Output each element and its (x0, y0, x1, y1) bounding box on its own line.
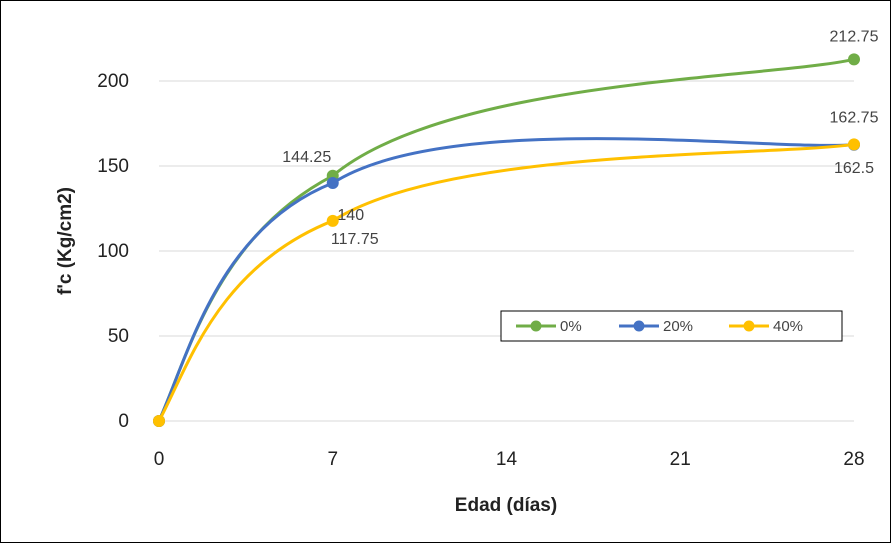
data-point (326, 214, 339, 227)
y-tick-label: 200 (97, 71, 129, 92)
data-point (848, 138, 860, 151)
data-point (153, 415, 165, 427)
y-axis-title: f'c (Kg/cm2) (55, 187, 76, 295)
data-point (848, 53, 860, 66)
data-labels: 144.25 212.75 140 162.5 117.75 162.75 (282, 28, 879, 248)
series-lines (153, 53, 860, 427)
x-tick-label: 28 (843, 449, 864, 470)
y-tick-label: 50 (108, 326, 129, 347)
x-tick-label: 0 (154, 449, 165, 470)
x-axis-title: Edad (días) (455, 495, 557, 516)
series-line-40pct (157, 142, 855, 422)
tick-labels: 0 50 100 150 200 0 7 14 21 28 (97, 71, 864, 470)
y-tick-label: 150 (97, 156, 129, 177)
legend-box (500, 310, 843, 342)
legend-marker (743, 320, 755, 332)
data-label: 212.75 (830, 28, 879, 45)
legend-label: 40% (773, 318, 803, 335)
data-label: 144.25 (282, 149, 331, 166)
data-label: 162.5 (834, 160, 874, 177)
legend: 0% 20% 40% (500, 310, 843, 342)
series-line-20pct (157, 137, 855, 422)
x-tick-label: 7 (327, 449, 338, 470)
data-point (326, 177, 339, 189)
series-line-0pct (157, 57, 855, 422)
legend-label: 20% (663, 318, 693, 335)
y-tick-label: 0 (118, 411, 129, 432)
legend-marker (633, 320, 645, 332)
gridlines (159, 80, 854, 422)
y-tick-label: 100 (97, 241, 129, 262)
x-tick-label: 14 (496, 449, 518, 470)
data-label: 140 (337, 207, 364, 224)
data-label: 162.75 (830, 109, 879, 126)
x-tick-label: 21 (670, 449, 691, 470)
data-label: 117.75 (331, 231, 379, 248)
legend-label: 0% (560, 318, 582, 335)
legend-marker (530, 320, 542, 332)
